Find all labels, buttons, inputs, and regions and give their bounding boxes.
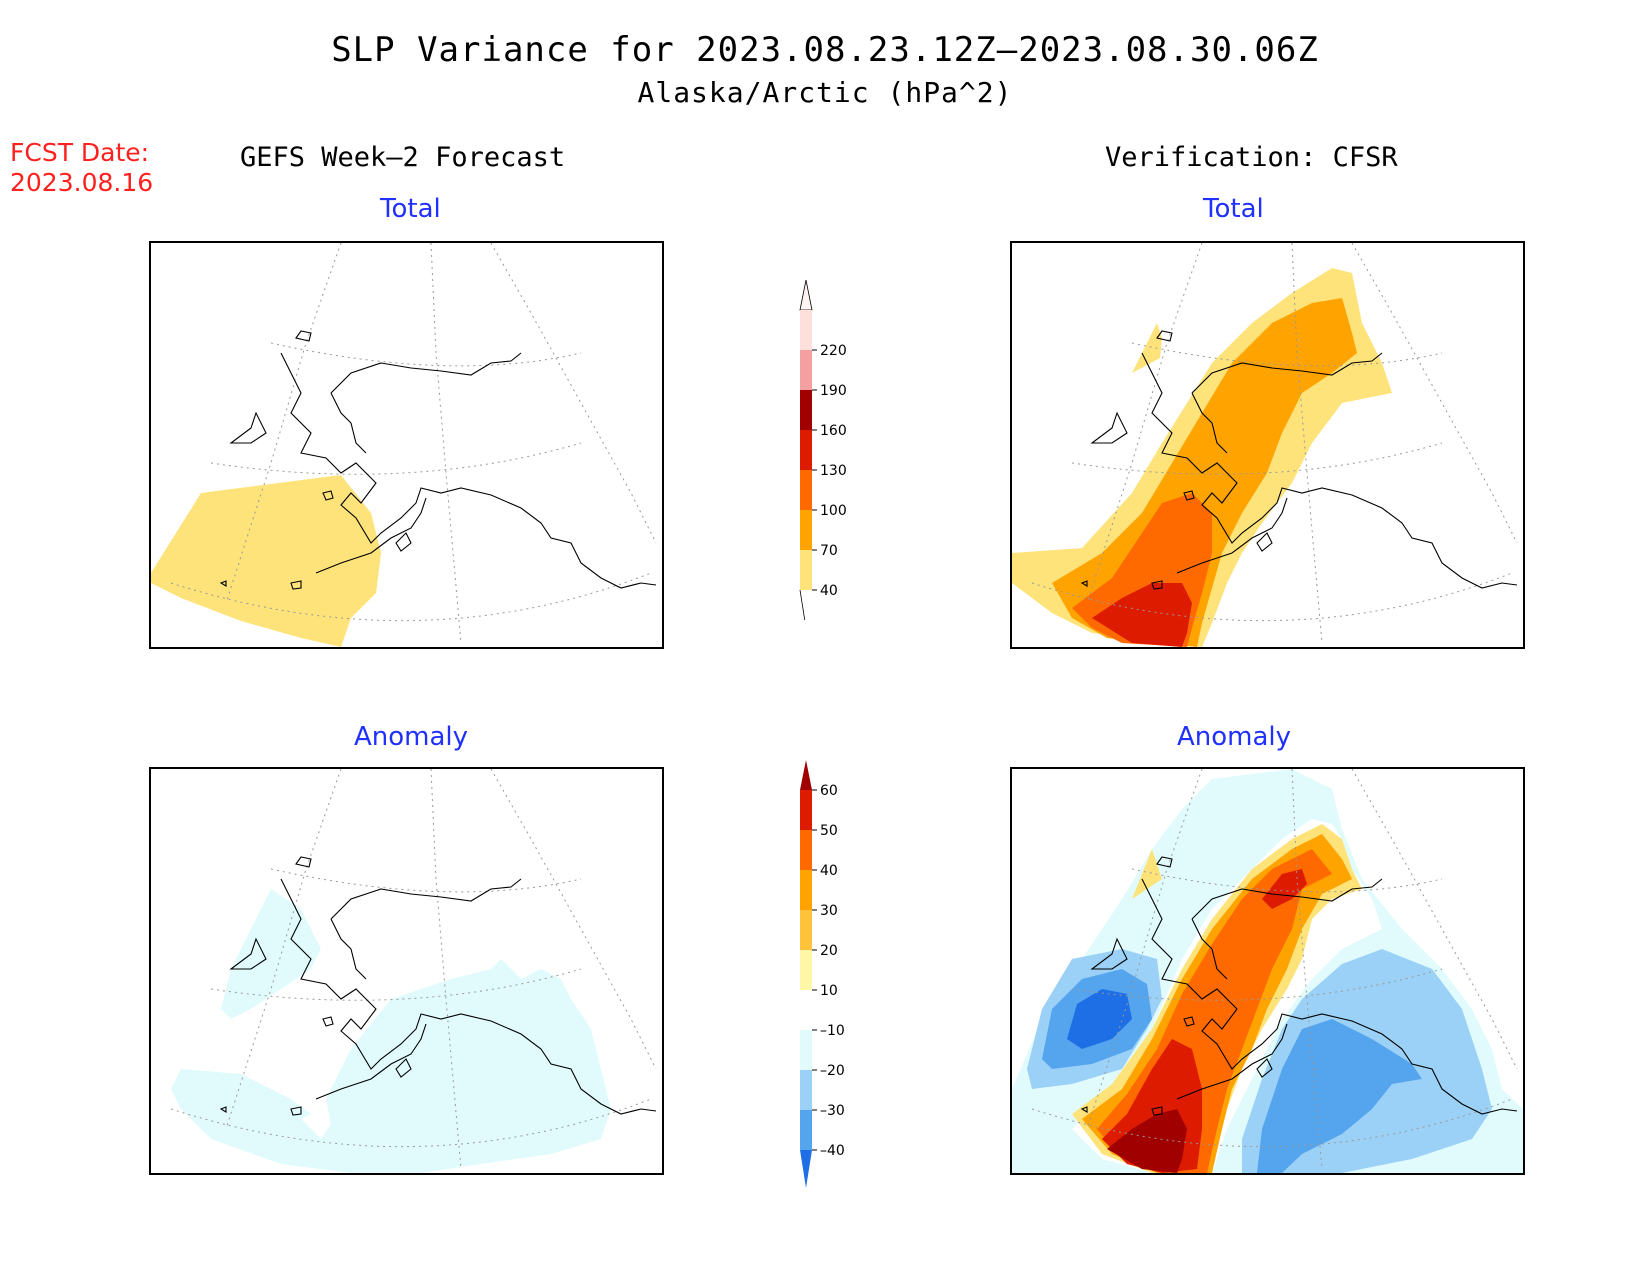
graticule (1031, 769, 1518, 1170)
shading (151, 475, 381, 647)
bottom-right-panel-title: Anomaly (1177, 722, 1292, 752)
total-colorbar-label: 160 (820, 423, 847, 439)
anomaly-minus10-minus20-region-north (221, 889, 321, 1019)
anomaly-white-gap (301, 1099, 331, 1139)
top-left-panel-title: Total (380, 194, 441, 224)
bottom-left-panel-title: Anomaly (354, 722, 469, 752)
anomaly-colorbar: 60 50 40 30 20 10 –10 –20 –30 –40 (795, 750, 865, 1210)
anomaly-colorbar-label: 20 (820, 943, 838, 959)
anomaly-above-50-region (1107, 1109, 1187, 1173)
anomaly-below-minus40-west (1067, 989, 1132, 1049)
total-colorbar-swatch (800, 510, 812, 550)
total-colorbar: 220 190 160 130 100 70 40 (795, 279, 865, 629)
anomaly-colorbar-label: –40 (820, 1143, 845, 1159)
graticule (170, 769, 657, 1170)
variance-130-160-region (1092, 583, 1192, 647)
total-colorbar-swatch (800, 390, 812, 430)
forecast-total-map-svg (151, 243, 657, 647)
anomaly-colorbar-label: –30 (820, 1103, 845, 1119)
forecast-anomaly-map (149, 767, 664, 1175)
verification-total-map-svg (1012, 243, 1518, 647)
forecast-date-label: FCST Date: 2023.08.16 (10, 138, 153, 198)
total-colorbar-label: 70 (820, 543, 838, 559)
chart-subtitle: Alaska/Arctic (hPa^2) (637, 76, 1013, 109)
anomaly-colorbar-swatch (800, 1110, 812, 1150)
anomaly-colorbar-label: 30 (820, 903, 838, 919)
top-right-panel-title: Total (1203, 194, 1264, 224)
graticule (1031, 243, 1518, 644)
total-colorbar-swatch (800, 470, 812, 510)
anomaly-colorbar-swatch (800, 830, 812, 870)
anomaly-colorbar-label: –10 (820, 1023, 845, 1039)
verification-anomaly-map (1010, 767, 1525, 1175)
coastline (219, 330, 657, 590)
variance-40-70-region (151, 475, 381, 647)
total-colorbar-label: 220 (820, 343, 847, 359)
graticule (170, 243, 657, 644)
anomaly-colorbar-swatch (800, 910, 812, 950)
anomaly-minus10-minus20-region-south (171, 959, 611, 1173)
total-colorbar-label: 100 (820, 503, 847, 519)
total-colorbar-label: 130 (820, 463, 847, 479)
anomaly-colorbar-bottom-tip (800, 1150, 812, 1188)
total-colorbar-label: 40 (820, 583, 838, 599)
total-colorbar-swatch (800, 430, 812, 470)
anomaly-colorbar-swatch (800, 870, 812, 910)
shading (171, 889, 611, 1173)
shading (1012, 268, 1392, 647)
total-colorbar-top-tip (799, 279, 813, 311)
forecast-date-caption: FCST Date: (10, 138, 150, 167)
verification-anomaly-map-svg (1012, 769, 1523, 1173)
forecast-total-map (149, 241, 664, 649)
shading (1012, 769, 1523, 1173)
anomaly-10-20-small (1132, 849, 1162, 899)
anomaly-colorbar-swatch (800, 1030, 812, 1070)
forecast-date-value: 2023.08.16 (10, 168, 154, 197)
anomaly-40-50-north (1262, 869, 1307, 909)
anomaly-colorbar-label: 50 (820, 823, 838, 839)
anomaly-colorbar-label: 60 (820, 783, 838, 799)
anomaly-colorbar-label: –20 (820, 1063, 845, 1079)
anomaly-colorbar-swatch (800, 790, 812, 830)
right-column-header: Verification: CFSR (1105, 142, 1398, 173)
coastline (1080, 330, 1518, 590)
left-column-header: GEFS Week–2 Forecast (240, 142, 566, 173)
verification-total-map (1010, 241, 1525, 649)
anomaly-colorbar-svg: 60 50 40 30 20 10 –10 –20 –30 –40 (800, 760, 845, 1188)
total-colorbar-bottom-tip (799, 589, 807, 629)
forecast-anomaly-map-svg (170, 769, 657, 1173)
anomaly-colorbar-top-tip (800, 760, 812, 790)
anomaly-colorbar-swatch (800, 1070, 812, 1110)
total-colorbar-swatch (800, 310, 812, 350)
total-colorbar-svg: 220 190 160 130 100 70 40 (799, 279, 847, 629)
chart-title: SLP Variance for 2023.08.23.12Z–2023.08.… (331, 30, 1319, 70)
anomaly-minus30-minus40-east (1257, 1019, 1422, 1173)
coastline (219, 856, 657, 1116)
anomaly-colorbar-label: 10 (820, 983, 838, 999)
total-colorbar-label: 190 (820, 383, 847, 399)
anomaly-colorbar-label: 40 (820, 863, 838, 879)
variance-40-70-region-small (1132, 323, 1162, 373)
total-colorbar-swatch (800, 550, 812, 590)
coastline (1080, 856, 1518, 1116)
anomaly-colorbar-swatch (800, 950, 812, 990)
anomaly-colorbar-swatch (800, 990, 812, 1030)
total-colorbar-swatch (800, 350, 812, 390)
